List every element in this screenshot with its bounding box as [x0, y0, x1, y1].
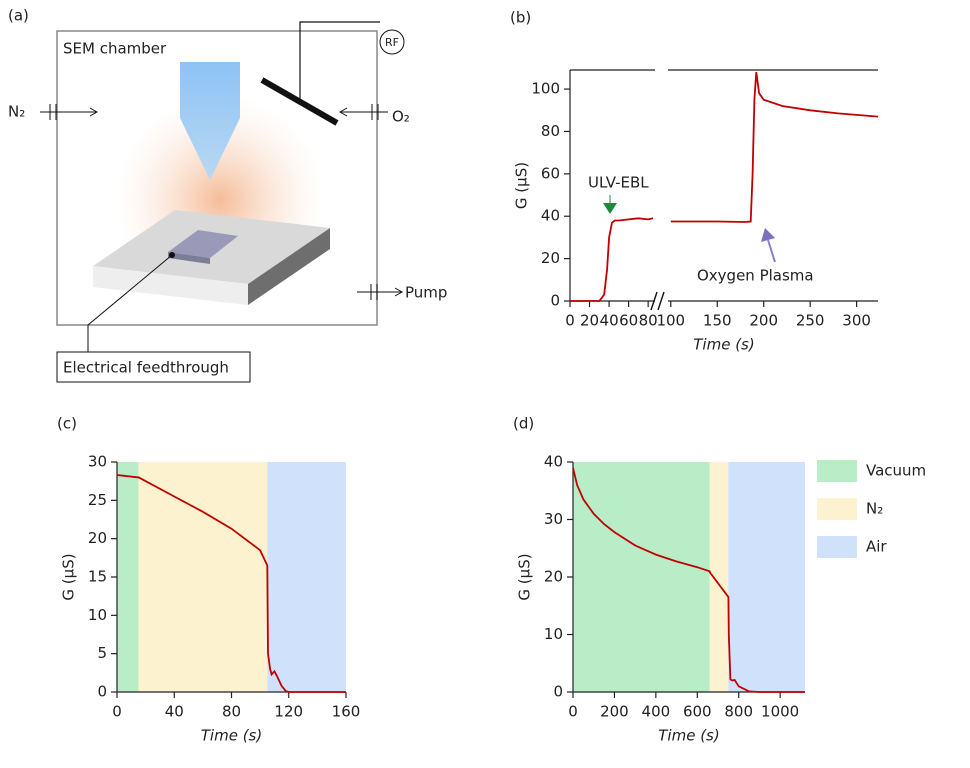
x-axis-label: Time (s) — [658, 727, 719, 745]
legend-swatch — [817, 498, 857, 520]
sample-edge — [168, 252, 210, 264]
region — [709, 462, 729, 692]
x-tick-label: 40 — [165, 703, 184, 721]
y-tick-label: 20 — [88, 529, 107, 547]
y-tick-label: 100 — [531, 80, 560, 98]
x-tick-label: 160 — [332, 703, 361, 721]
y-axis-label: G (μS) — [513, 162, 531, 209]
x-axis-label: Time (s) — [201, 727, 262, 745]
x-tick-label: 80 — [222, 703, 241, 721]
valve-right — [340, 104, 388, 120]
chamber-label: SEM chamber — [63, 40, 167, 58]
data-line — [116, 474, 346, 693]
region — [573, 462, 710, 692]
y-tick-label: 20 — [544, 568, 563, 586]
sample — [168, 230, 238, 258]
x-tick-label: 0 — [112, 703, 122, 721]
y-tick-label: 60 — [541, 164, 560, 182]
y-tick-label: 80 — [541, 122, 560, 140]
x-tick-label: 200 — [749, 312, 778, 330]
y-tick-label: 10 — [88, 606, 107, 624]
arrow-head — [603, 203, 617, 214]
x-tick-label: 0 — [565, 312, 575, 330]
y-tick-label: 0 — [553, 683, 563, 701]
data-line — [570, 217, 654, 302]
feedthrough-box — [56, 351, 251, 383]
x-tick-label: 60 — [619, 312, 638, 330]
y-axis-label: G (μS) — [60, 553, 78, 600]
pump-label: Pump — [405, 284, 447, 302]
annotation: ULV-EBL — [588, 174, 649, 192]
rf-source — [379, 29, 405, 55]
x-tick-label: 150 — [703, 312, 732, 330]
panel-label: (c) — [57, 415, 77, 433]
y-tick-label: 0 — [550, 292, 560, 310]
y-tick-label: 15 — [88, 568, 107, 586]
feedthrough-wire — [87, 254, 173, 352]
valve-pump — [357, 284, 401, 300]
legend-label: N₂ — [866, 500, 883, 518]
y-tick-label: 0 — [97, 683, 107, 701]
panel-label: (d) — [513, 415, 534, 433]
chamber — [56, 30, 378, 326]
legend-label: Vacuum — [866, 462, 926, 480]
annotation-arrow — [767, 239, 776, 263]
y-tick-label: 25 — [88, 491, 107, 509]
feedthrough-label: Electrical feedthrough — [63, 359, 229, 377]
y-axis-label: G (μS) — [516, 553, 534, 600]
region — [728, 462, 805, 692]
x-tick-label: 100 — [656, 312, 685, 330]
annotation: Oxygen Plasma — [697, 267, 814, 285]
x-tick-label: 40 — [600, 312, 619, 330]
arrow — [394, 287, 404, 297]
arrow — [89, 107, 99, 117]
y-tick-label: 30 — [544, 510, 563, 528]
substrate-front — [93, 266, 248, 305]
electrode — [260, 77, 339, 126]
rf-wire — [299, 21, 380, 100]
x-tick-label: 80 — [639, 312, 658, 330]
x-tick-label: 20 — [580, 312, 599, 330]
x-tick-label: 300 — [842, 312, 871, 330]
gas-left: N₂ — [8, 103, 25, 121]
legend-swatch — [817, 536, 857, 558]
x-tick-label: 250 — [796, 312, 825, 330]
legend-label: Air — [866, 538, 887, 556]
rf-label: RF — [385, 36, 399, 49]
arrow-head — [761, 228, 775, 242]
y-tick-label: 5 — [97, 644, 107, 662]
data-line — [670, 71, 879, 223]
electron-beam — [180, 62, 240, 180]
panel-label: (b) — [510, 9, 531, 27]
y-tick-label: 10 — [544, 625, 563, 643]
gas-right: O₂ — [392, 108, 410, 126]
x-axis-label: Time (s) — [693, 336, 754, 354]
y-tick-label: 20 — [541, 249, 560, 267]
x-tick-label: 1000 — [761, 703, 799, 721]
panel-label: (a) — [8, 7, 29, 25]
x-tick-label: 800 — [724, 703, 753, 721]
y-tick-label: 40 — [544, 453, 563, 471]
x-tick-label: 120 — [274, 703, 303, 721]
diagram: (a) RF Electrical feedthrough SEM chambe… — [8, 7, 447, 383]
region — [267, 462, 346, 692]
y-tick-label: 40 — [541, 207, 560, 225]
legend-swatch — [817, 460, 857, 482]
region — [138, 462, 268, 692]
arrow — [338, 107, 348, 117]
region — [117, 462, 139, 692]
x-tick-label: 200 — [600, 703, 629, 721]
valve-left — [40, 104, 96, 120]
substrate-side — [248, 228, 330, 305]
data-line — [572, 467, 805, 693]
x-tick-label: 400 — [642, 703, 671, 721]
x-tick-label: 0 — [568, 703, 578, 721]
x-tick-label: 600 — [683, 703, 712, 721]
y-tick-label: 30 — [88, 453, 107, 471]
